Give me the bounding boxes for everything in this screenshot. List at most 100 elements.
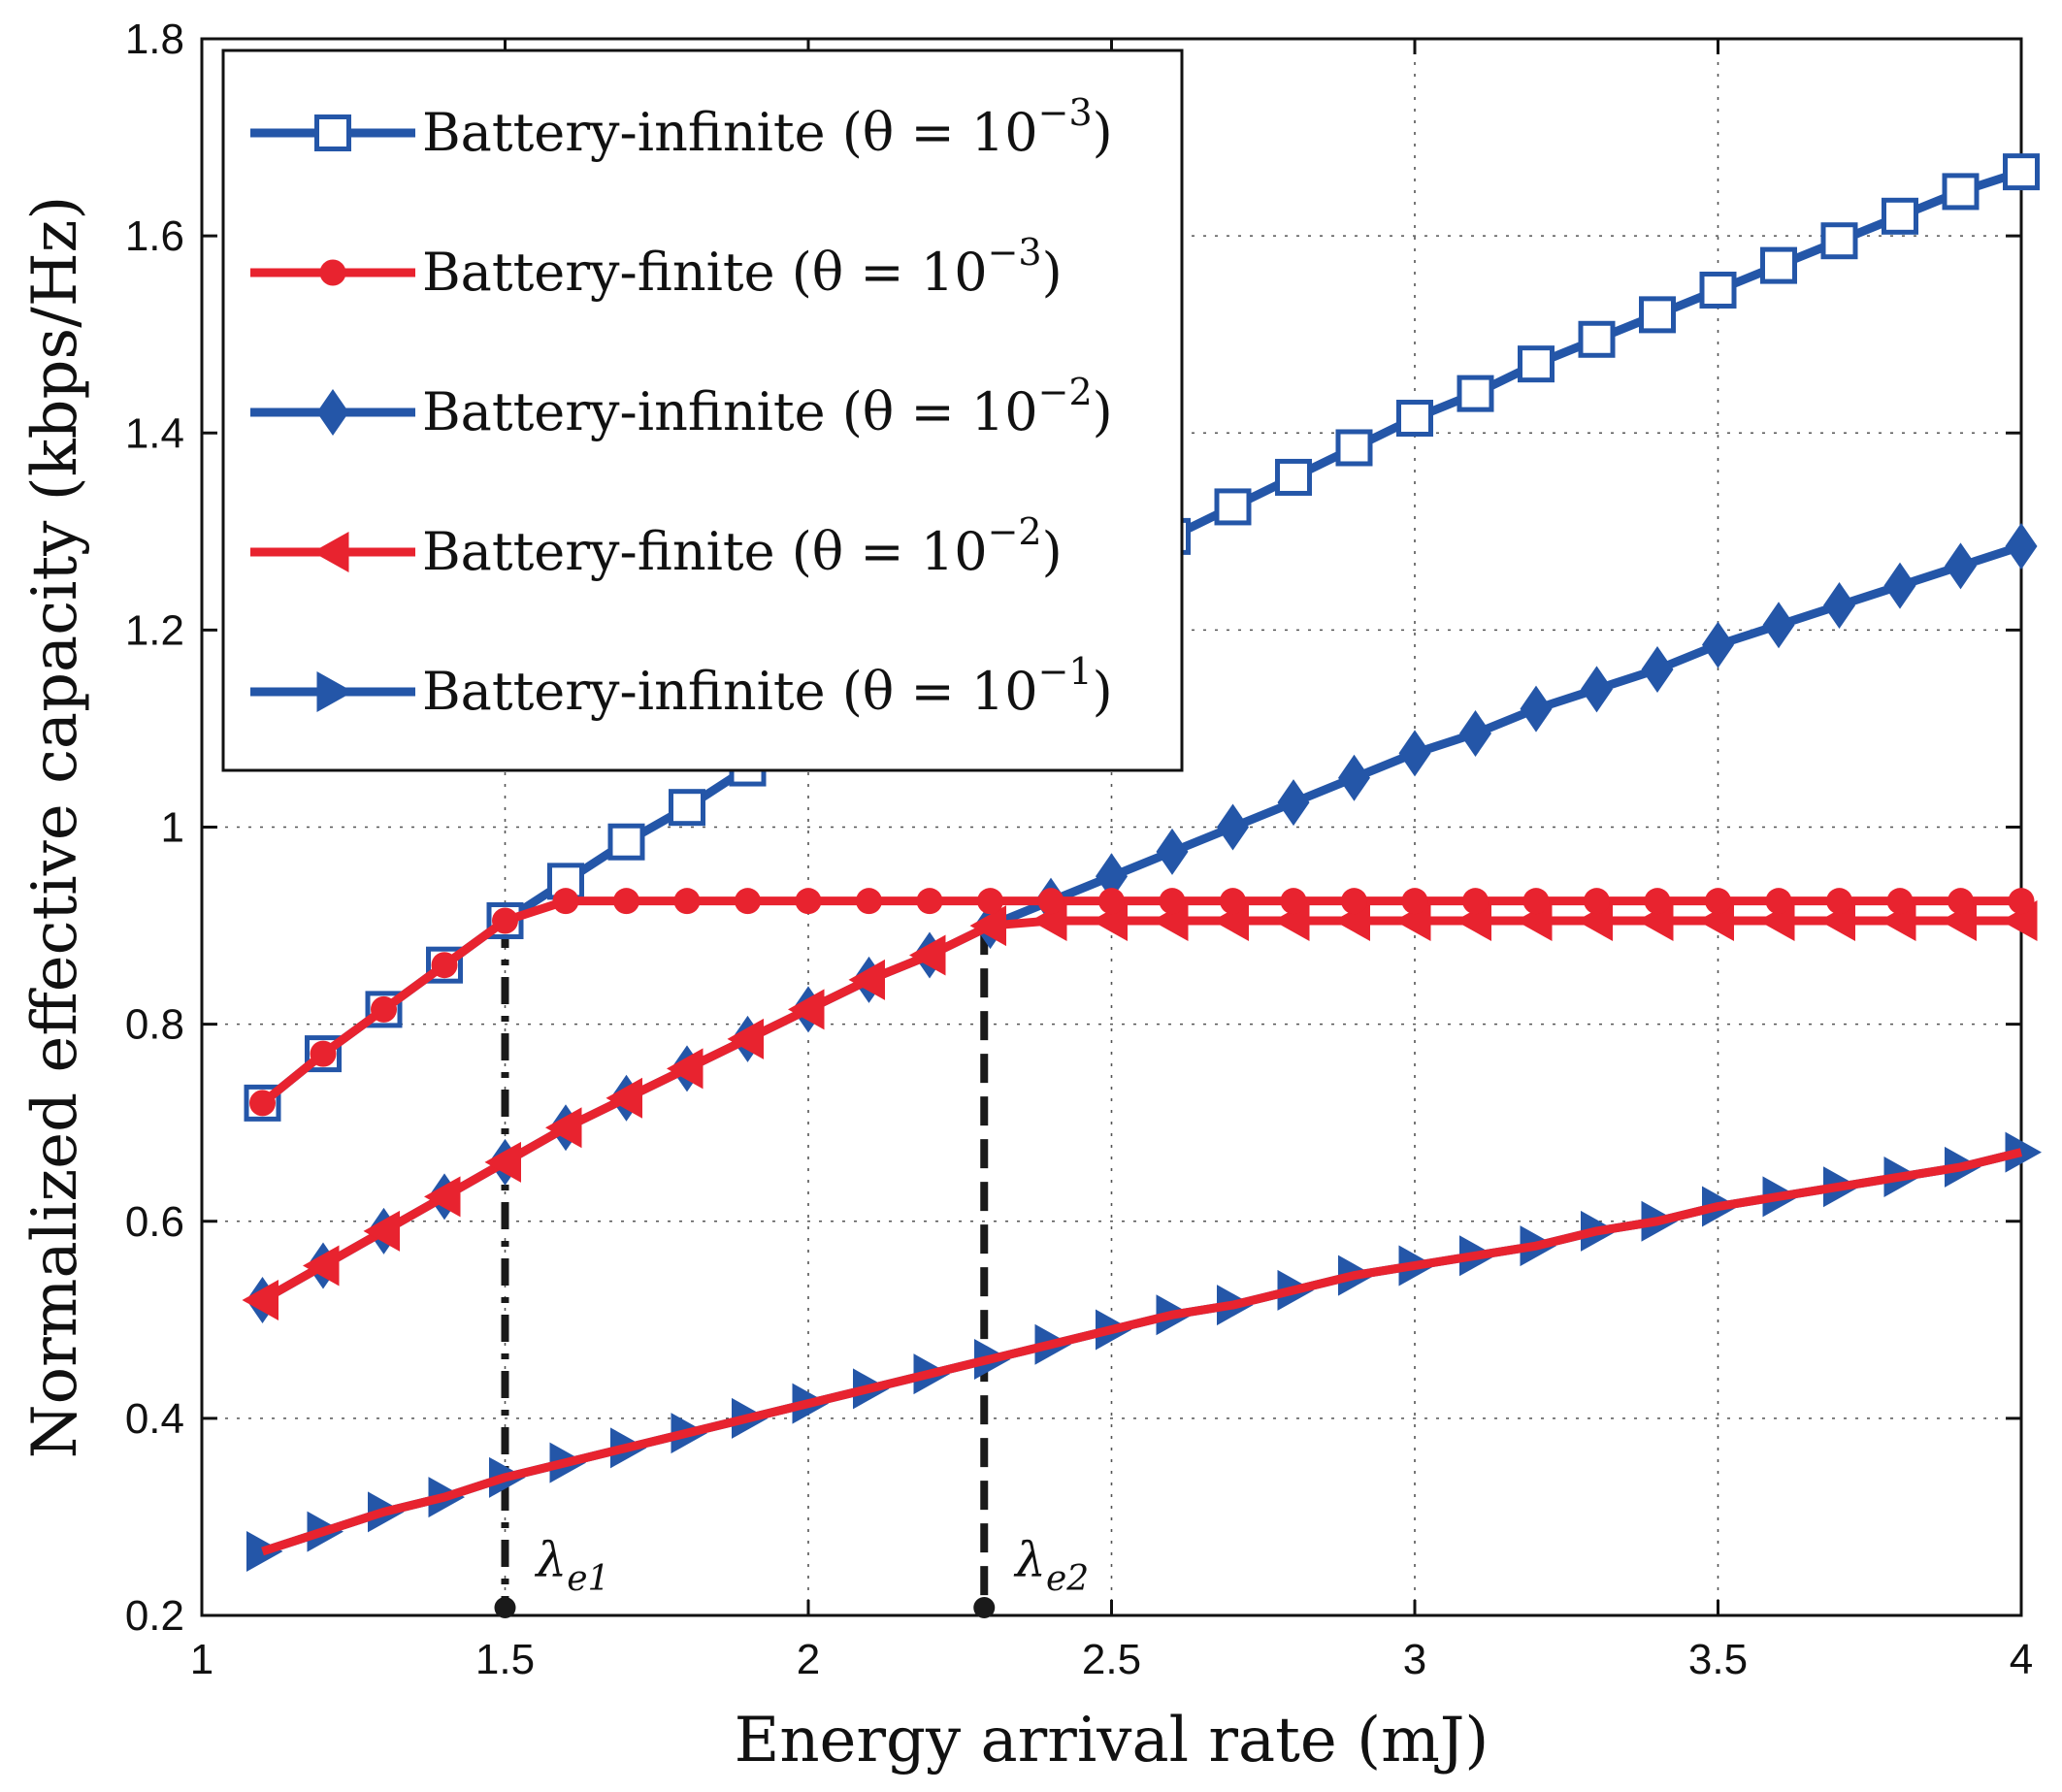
legend-entry: Battery-finite (θ = 10−3)	[250, 231, 1063, 303]
y-tick-label: 1.6	[125, 212, 184, 260]
data-point	[303, 1245, 340, 1287]
data-point	[1459, 710, 1491, 758]
legend-exponent: −1	[1038, 650, 1093, 693]
data-point	[242, 1280, 278, 1320]
data-point	[1338, 754, 1370, 801]
legend-entry: Battery-finite (θ = 10−2)	[250, 510, 1063, 582]
data-point	[1820, 222, 1858, 260]
series-2	[249, 888, 2035, 1117]
data-point	[1398, 730, 1431, 777]
data-point	[1280, 888, 1307, 915]
y-tick-label: 1	[161, 804, 184, 852]
data-point	[1401, 888, 1428, 915]
annotation-point	[494, 1597, 516, 1618]
data-point	[1765, 888, 1792, 915]
legend-exponent: −3	[988, 231, 1042, 274]
y-tick-label: 0.8	[125, 1001, 184, 1049]
legend-label: Battery-finite (θ = 10−3)	[422, 231, 1063, 303]
data-point	[667, 1048, 704, 1090]
annotation-point	[973, 1597, 996, 1618]
y-axis-label: Normalized effective capacity (kbps/Hz)	[19, 196, 91, 1459]
data-point	[606, 1077, 642, 1119]
annotation-subscript: e2	[1046, 1559, 1089, 1599]
legend-exponent: −2	[1038, 371, 1093, 413]
data-point	[607, 823, 645, 861]
legend-marker	[319, 259, 346, 286]
data-point	[1883, 562, 1916, 609]
data-point	[1098, 888, 1125, 915]
data-point	[613, 888, 639, 915]
data-point	[1882, 197, 1918, 235]
data-point	[1335, 429, 1373, 467]
data-point	[1518, 345, 1555, 383]
overlay-series-line	[261, 1148, 2023, 1556]
legend-exponent: −2	[988, 510, 1042, 553]
data-point	[249, 1090, 276, 1117]
data-point	[1826, 888, 1852, 915]
y-tick-label: 0.6	[125, 1198, 184, 1246]
data-point	[1220, 888, 1246, 915]
data-point	[1760, 246, 1797, 284]
data-point	[1942, 173, 1980, 211]
data-point	[1823, 581, 1855, 629]
x-tick-label: 4	[2010, 1636, 2033, 1683]
legend-label: Battery-infinite (θ = 10−2)	[422, 371, 1113, 442]
x-tick-label: 2.5	[1082, 1636, 1141, 1683]
data-point	[916, 888, 943, 915]
data-point	[1644, 888, 1671, 915]
y-tick-label: 0.2	[125, 1592, 184, 1640]
data-point	[431, 952, 458, 979]
legend: Battery-infinite (θ = 10−3) Battery-finit…	[221, 49, 1184, 772]
legend-close: )	[1093, 381, 1113, 442]
data-point	[1520, 685, 1553, 733]
data-point	[1396, 400, 1433, 438]
legend-marker	[312, 532, 349, 572]
axis-ticks: 1 1.5 2 2.5 3 3.5 4 0.2 0.4 0.6 0.8 1 1.2 1.4 1.6 1.8	[125, 16, 2033, 1683]
data-point	[484, 1141, 521, 1183]
series-5	[246, 1131, 2042, 1572]
data-point	[909, 934, 946, 976]
data-point	[1947, 888, 1974, 915]
data-point	[1578, 320, 1616, 358]
data-point	[363, 1210, 400, 1252]
legend-entry: Battery-infinite (θ = 10−2)	[250, 371, 1113, 442]
data-point	[1641, 646, 1674, 693]
data-point	[1581, 666, 1613, 713]
data-point	[1639, 296, 1676, 334]
data-point	[856, 888, 882, 915]
legend-label: Battery-finite (θ = 10−2)	[422, 510, 1063, 582]
data-point	[424, 1176, 461, 1218]
legend-close: )	[1093, 102, 1113, 163]
data-point	[795, 888, 822, 915]
data-point	[545, 1107, 582, 1149]
data-point	[669, 789, 705, 827]
legend-close: )	[1093, 661, 1113, 722]
data-point	[1945, 542, 1977, 590]
legend-label: Battery-infinite (θ = 10−1)	[422, 650, 1113, 722]
data-point	[969, 905, 1006, 947]
data-point	[1275, 458, 1312, 496]
y-tick-label: 1.8	[125, 16, 184, 63]
legend-close: )	[1042, 242, 1063, 303]
data-point	[2005, 523, 2038, 570]
data-point	[1699, 271, 1737, 309]
data-point	[735, 888, 761, 915]
data-point	[1705, 888, 1731, 915]
data-point	[848, 959, 885, 1000]
data-point	[2003, 153, 2040, 191]
data-point	[1456, 375, 1494, 412]
data-point	[1214, 488, 1252, 526]
x-tick-label: 3	[1403, 1636, 1426, 1683]
x-axis-label: Energy arrival rate (mJ)	[735, 1705, 1489, 1776]
legend-close: )	[1042, 521, 1063, 582]
x-tick-label: 2	[797, 1636, 820, 1683]
annotation-subscript: e1	[567, 1559, 609, 1599]
x-tick-label: 1.5	[475, 1636, 535, 1683]
data-point	[1522, 888, 1550, 915]
data-point	[1886, 888, 1914, 915]
data-point	[492, 907, 518, 934]
data-point	[727, 1018, 764, 1059]
legend-label: Battery-infinite (θ = 10−3)	[422, 91, 1113, 163]
data-point	[977, 888, 1003, 915]
